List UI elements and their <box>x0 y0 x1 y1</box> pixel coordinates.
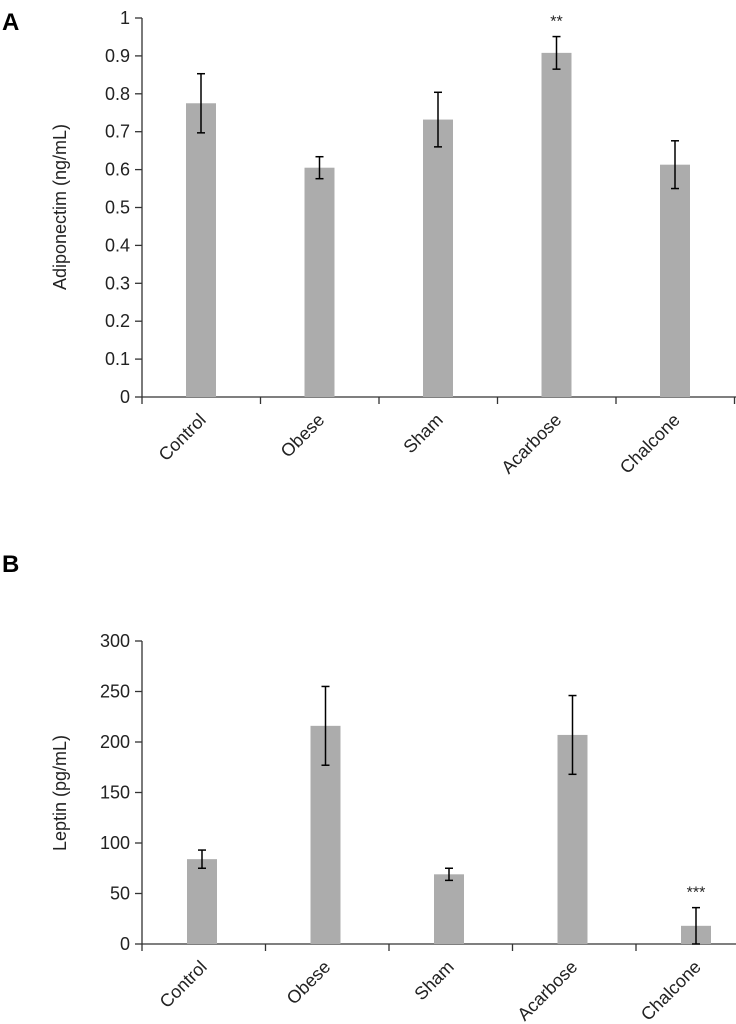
x-tick-label-b: Chalcone <box>637 957 705 1024</box>
y-tick-label-a: 0.8 <box>105 84 130 104</box>
bar-b-sham <box>434 874 464 944</box>
y-tick-label-b: 0 <box>120 934 130 954</box>
y-tick-label-b: 100 <box>100 833 130 853</box>
y-tick-label-a: 0.9 <box>105 46 130 66</box>
x-tick-label-a: Obese <box>277 410 329 462</box>
bar-a-control <box>186 103 216 398</box>
x-tick-label-a: Sham <box>399 410 446 457</box>
y-tick-label-a: 0.6 <box>105 160 130 180</box>
chart-panel-a: A Adiponectim (ng/mL) 0 0.1 0.2 0.3 0.4 0.5 0.… <box>2 8 736 478</box>
chart-panel-b: B Leptin (pg/mL) 0 50 100 150 200 250 300 Contr… <box>2 551 736 1024</box>
panel-letter-b: B <box>2 551 19 578</box>
y-tick-label-a: 0.5 <box>105 198 130 218</box>
bar-a-sham <box>423 119 453 398</box>
bar-a-acarbose <box>541 52 572 397</box>
y-tick-label-b: 200 <box>100 732 130 752</box>
bar-a-chalcone <box>660 164 690 397</box>
y-tick-label-b: 300 <box>100 631 130 651</box>
bar-b-control <box>187 859 217 944</box>
y-tick-label-a: 0.3 <box>105 273 130 293</box>
y-tick-label-a: 0.2 <box>105 311 130 331</box>
y-tick-label-a: 0.1 <box>105 349 130 369</box>
panel-letter-a: A <box>2 9 19 36</box>
x-tick-label-b: Acarbose <box>513 957 581 1024</box>
x-tick-label-a: Acarbose <box>497 410 565 478</box>
y-axis-label-a: Adiponectim (ng/mL) <box>50 124 70 290</box>
x-tick-label-b: Sham <box>410 957 457 1004</box>
y-tick-label-b: 150 <box>100 783 130 803</box>
y-axis-label-b: Leptin (pg/mL) <box>50 735 70 851</box>
y-tick-label-b: 50 <box>110 884 130 904</box>
y-tick-label-a: 0.4 <box>105 235 130 255</box>
x-tick-label-b: Obese <box>283 957 335 1009</box>
x-tick-label-a: Control <box>155 410 210 465</box>
y-tick-label-a: 1 <box>120 8 130 28</box>
bar-a-obese <box>304 167 335 397</box>
y-tick-label-a: 0.7 <box>105 122 130 142</box>
significance-label-b: *** <box>687 885 706 902</box>
x-tick-label-b: Control <box>156 957 211 1012</box>
x-tick-label-a: Chalcone <box>616 410 684 478</box>
significance-label-a: ** <box>550 14 562 31</box>
y-tick-label-a: 0 <box>120 387 130 407</box>
y-tick-label-b: 250 <box>100 682 130 702</box>
